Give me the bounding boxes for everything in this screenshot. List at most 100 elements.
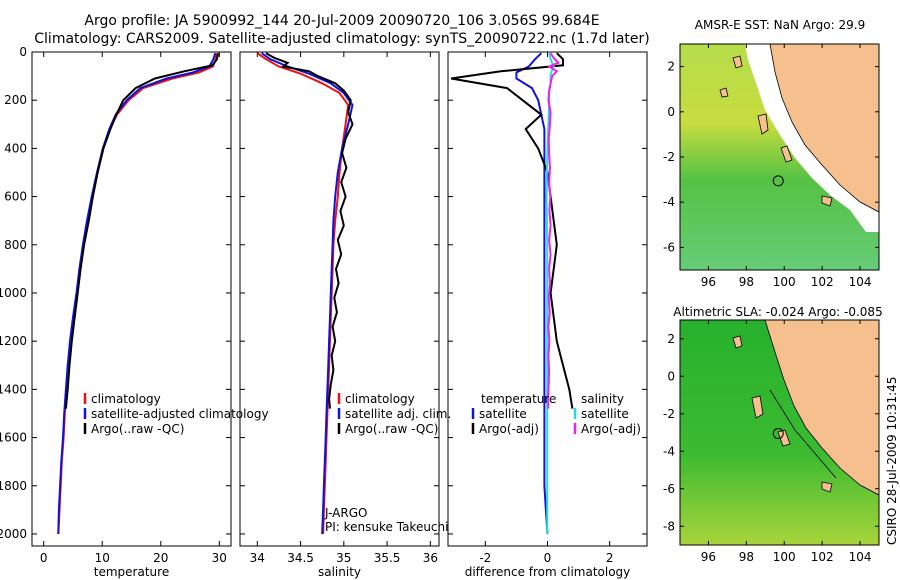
island	[732, 335, 743, 349]
legend-label: Argo(-adj)	[479, 422, 539, 436]
island	[821, 195, 833, 207]
temperature-profile-xlabel: temperature	[94, 565, 169, 579]
y-tick-label: -6	[663, 240, 675, 254]
y-tick-label: 200	[4, 93, 27, 107]
island	[732, 55, 743, 69]
series-line	[265, 52, 354, 409]
legend-label: Argo(-adj)	[581, 422, 641, 436]
series-line	[57, 52, 217, 535]
y-tick-label: 1200	[0, 334, 27, 348]
legend-label: satellite-adjusted climatology	[91, 407, 269, 421]
y-tick-label: 1400	[0, 382, 27, 396]
x-tick-label: 20	[153, 551, 168, 565]
x-tick-label: 35.5	[374, 551, 401, 565]
y-tick-label: 800	[4, 238, 27, 252]
x-tick-label: 102	[811, 275, 834, 289]
sla-contour	[769, 389, 837, 479]
salinity-profile-xlabel: salinity	[318, 565, 361, 579]
sumatra-land	[769, 44, 879, 213]
figure-title-line1: Argo profile: JA 5900992_144 20-Jul-2009…	[84, 13, 599, 29]
sla-map-axes: 96 98 100 102 104 2 0 -2 -4 -6 -8	[663, 320, 879, 564]
difference-legend: temperaturesatelliteArgo(-adj)salinitysa…	[471, 392, 641, 436]
legend-label: Argo(..raw -QC)	[91, 422, 184, 436]
difference-profile-xlabel: difference from climatology	[465, 565, 631, 579]
series-line	[261, 52, 354, 535]
x-tick-label: 102	[811, 550, 834, 564]
x-tick-label: 0	[40, 551, 48, 565]
series-line	[64, 53, 220, 409]
x-tick-label: 100	[773, 550, 796, 564]
x-tick-label: 34	[250, 551, 265, 565]
sst-map-axes: 96 98 100 102 104 2 0 -2 -4 -6	[663, 44, 879, 289]
x-tick-label: 34.5	[287, 551, 314, 565]
x-tick-label: 104	[849, 550, 872, 564]
y-tick-label: 2000	[0, 527, 27, 541]
y-tick-label: 600	[4, 190, 27, 204]
difference-profile-series	[450, 52, 574, 535]
y-tick-label: 0	[19, 45, 27, 59]
x-tick-label: -2	[479, 551, 491, 565]
island	[719, 87, 729, 98]
y-tick-label: -4	[663, 444, 675, 458]
salinity-profile: 34 34.5 35 35.5 36 salinity	[239, 51, 440, 579]
series-line	[546, 52, 561, 409]
island	[780, 145, 793, 163]
annotation: J-ARGO	[324, 506, 367, 520]
salinity-profile-frame	[239, 51, 440, 547]
y-tick-label: 1600	[0, 431, 27, 445]
y-tick-label: 0	[667, 369, 675, 383]
figure-title-line2: Climatology: CARS2009. Satellite-adjuste…	[34, 31, 649, 47]
y-tick-label: -4	[663, 195, 675, 209]
y-tick-label: 1800	[0, 479, 27, 493]
salinity-profile-series	[256, 52, 354, 535]
x-tick-label: 104	[849, 275, 872, 289]
x-tick-label: 36	[423, 551, 438, 565]
legend-label: satellite adj. clim.	[345, 407, 451, 421]
x-tick-label: 10	[95, 551, 110, 565]
temperature-profile: 0 10 20 30 0 200 400 600 800 1000 1200 1400 1600 1800…	[0, 45, 232, 579]
temperature-profile-series	[57, 52, 220, 535]
annotation: PI: kensuke Takeuchi	[325, 520, 448, 534]
y-tick-label: 2	[667, 332, 675, 346]
argo-position-marker	[772, 175, 784, 187]
y-tick-label: 400	[4, 141, 27, 155]
sla-map: Altimetric SLA: -0.024 Argo: -0.085 CSIR…	[673, 305, 899, 546]
sla-map-title: Altimetric SLA: -0.024 Argo: -0.085	[673, 305, 882, 319]
y-tick-label: -2	[663, 150, 675, 164]
x-tick-label: 0	[544, 551, 552, 565]
csiro-timestamp: CSIRO 28-Jul-2009 10:31:45	[885, 377, 899, 545]
sla-map-frame	[679, 319, 880, 546]
x-tick-label: 98	[739, 550, 754, 564]
x-tick-label: 96	[701, 275, 716, 289]
legend-label: climatology	[345, 392, 415, 406]
y-tick-label: -6	[663, 482, 675, 496]
sst-map: AMSR-E SST: NaN Argo: 29.9	[679, 18, 880, 271]
legend-label: climatology	[91, 392, 161, 406]
y-tick-label: -2	[663, 407, 675, 421]
island	[757, 113, 769, 135]
x-tick-label: 98	[739, 275, 754, 289]
x-tick-label: 35	[336, 551, 351, 565]
temperature-profile-frame	[31, 51, 232, 547]
y-tick-label: -8	[663, 519, 675, 533]
legend-title: temperature	[481, 392, 556, 406]
y-tick-label: 1000	[0, 286, 27, 300]
x-tick-label: 30	[212, 551, 227, 565]
island	[821, 481, 833, 493]
legend-label: satellite	[479, 407, 527, 421]
legend-label: Argo(..raw -QC)	[345, 422, 438, 436]
x-tick-label: 96	[701, 550, 716, 564]
sst-map-title: AMSR-E SST: NaN Argo: 29.9	[695, 18, 865, 32]
y-tick-label: 0	[667, 105, 675, 119]
y-tick-label: 2	[667, 60, 675, 74]
island	[751, 395, 764, 419]
x-tick-label: 2	[606, 551, 614, 565]
legend-title: salinity	[581, 392, 624, 406]
legend-label: satellite	[581, 407, 629, 421]
argo-position-marker	[772, 428, 784, 440]
series-line	[515, 52, 549, 535]
sumatra-land	[764, 320, 879, 496]
